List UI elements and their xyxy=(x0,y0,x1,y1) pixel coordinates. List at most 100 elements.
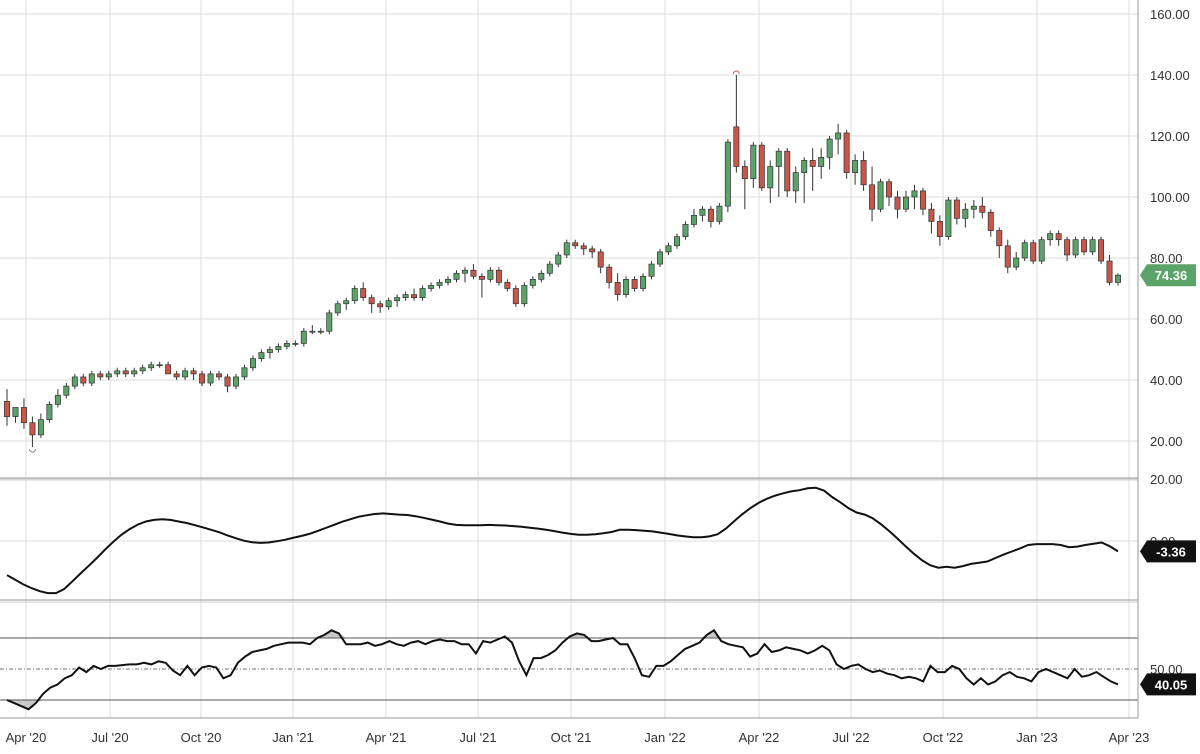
candle-body-down xyxy=(190,370,197,375)
oscillator-tick-label: 20.00 xyxy=(1150,472,1183,487)
candle xyxy=(674,233,680,249)
candle-body-down xyxy=(368,297,375,305)
candle-body-down xyxy=(1106,260,1113,283)
candle-body-up xyxy=(46,404,53,420)
candle xyxy=(792,166,799,204)
candle-body-up xyxy=(852,160,859,173)
candle xyxy=(461,267,468,283)
candle xyxy=(707,206,714,228)
candle-body-up xyxy=(419,288,426,298)
candle xyxy=(623,276,630,298)
candle xyxy=(300,328,307,347)
candle xyxy=(63,383,70,399)
candle xyxy=(631,276,638,292)
candle xyxy=(12,407,19,423)
candle-body-up xyxy=(623,279,630,295)
candle-body-up xyxy=(37,419,44,436)
price-tick-label: 160.00 xyxy=(1150,7,1190,22)
candle xyxy=(317,328,324,335)
candle-body-up xyxy=(970,205,977,210)
candle xyxy=(580,242,587,255)
candle xyxy=(953,197,960,225)
candle-body-up xyxy=(233,376,239,387)
oscillator-last-tag-shape xyxy=(1140,540,1196,563)
candle xyxy=(860,151,867,191)
candle-body-down xyxy=(1004,245,1011,268)
candle-body-up xyxy=(300,330,307,344)
candle-body-down xyxy=(97,373,104,378)
candle xyxy=(724,139,731,213)
candle xyxy=(241,364,248,380)
candle-body-up xyxy=(1047,233,1054,241)
candle-body-down xyxy=(784,150,791,192)
candle xyxy=(470,264,477,280)
candle-body-up xyxy=(690,214,697,225)
price-last-tag-label: 74.36 xyxy=(1155,268,1188,283)
candle xyxy=(801,157,808,204)
candle xyxy=(962,203,969,228)
candle xyxy=(1072,236,1079,258)
candle xyxy=(156,361,163,368)
candle-body-up xyxy=(105,373,112,378)
price-candles xyxy=(4,70,1121,453)
candle-body-down xyxy=(80,376,87,384)
candle xyxy=(1115,273,1121,286)
candle-body-up xyxy=(428,285,435,289)
x-tick-label: Jan '23 xyxy=(1016,730,1058,745)
candle-body-up xyxy=(801,160,808,173)
candle xyxy=(283,340,290,350)
candle-body-up xyxy=(317,330,324,333)
candle-body-up xyxy=(436,282,443,286)
candle xyxy=(419,285,426,301)
candle xyxy=(741,160,748,210)
candle xyxy=(1013,251,1020,271)
candle-body-down xyxy=(512,288,519,305)
candle-body-up xyxy=(767,166,774,189)
candle xyxy=(334,300,341,316)
candle-body-up xyxy=(156,364,163,367)
price-tick-label: 20.00 xyxy=(1150,434,1183,449)
candle xyxy=(546,261,553,277)
candle-body-up xyxy=(326,312,333,332)
candle-body-down xyxy=(919,190,926,210)
candle-body-up xyxy=(826,138,833,158)
candle-body-down xyxy=(1098,239,1105,262)
candle-body-down xyxy=(360,288,367,298)
candle-body-down xyxy=(1055,233,1062,241)
candle xyxy=(326,309,333,335)
candle-body-up xyxy=(1038,239,1045,262)
candle xyxy=(987,209,994,237)
oscillator-panel xyxy=(6,486,1119,595)
candle xyxy=(945,197,952,240)
candle-body-up xyxy=(945,199,952,238)
candle-body-down xyxy=(495,269,502,283)
candle-body-up xyxy=(453,272,460,280)
candle-body-down xyxy=(572,242,579,247)
candle-body-up xyxy=(309,330,316,333)
candle xyxy=(402,291,409,301)
candle-body-up xyxy=(139,367,146,372)
candle xyxy=(54,389,61,408)
candle xyxy=(453,270,460,283)
candle-body-up xyxy=(682,224,689,237)
candle-body-up xyxy=(792,172,799,192)
candle-body-up xyxy=(555,254,562,265)
candle xyxy=(495,267,502,286)
candle xyxy=(818,148,825,179)
candle-body-down xyxy=(741,166,748,180)
rsi-panel xyxy=(0,628,1138,711)
candle xyxy=(589,245,596,258)
candle-body-up xyxy=(207,373,214,384)
candle-body-down xyxy=(1081,239,1088,253)
candle-body-up xyxy=(394,297,401,302)
candle xyxy=(911,184,918,210)
candle xyxy=(852,154,859,185)
candle-body-up xyxy=(445,279,451,283)
candle-body-down xyxy=(4,401,10,417)
candle xyxy=(436,279,443,289)
candle xyxy=(71,373,78,390)
candle-body-down xyxy=(860,160,867,186)
candle xyxy=(233,373,239,390)
candle xyxy=(411,288,418,301)
candle xyxy=(478,273,485,298)
